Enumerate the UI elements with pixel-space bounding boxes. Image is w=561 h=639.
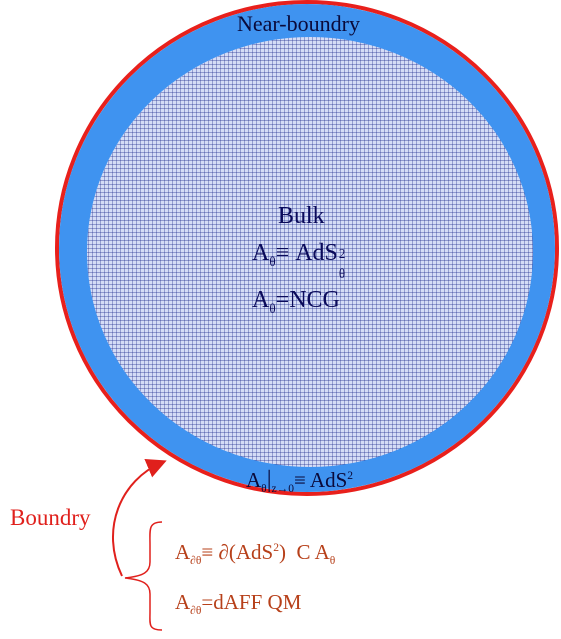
- beq2-rest: =dAFF QM: [201, 590, 302, 614]
- bulk-equation-ncg: Aθ=NCG: [252, 287, 340, 315]
- bulk-equation-ads: Aθ≡ AdS2θ: [252, 240, 346, 280]
- bulk-region: [87, 37, 533, 467]
- limit-bar: |: [266, 467, 272, 493]
- limit-sup: 2: [347, 470, 354, 482]
- boundary-brace: [124, 521, 163, 631]
- near-boundary-label: Near-boundry: [237, 13, 360, 35]
- beq1-mid: ≡ ∂(AdS: [201, 540, 274, 564]
- boundary-limit-equation: Aθ|z→0≡ AdS2: [246, 467, 354, 496]
- eq2-sub: θ: [269, 300, 276, 316]
- eq2-rest: =NCG: [275, 287, 340, 313]
- boundary-text: Boundry: [10, 505, 91, 530]
- bulk-text: Bulk: [278, 203, 325, 229]
- beq1-sup: 2: [273, 542, 280, 554]
- limit-rel: ≡ AdS: [293, 468, 348, 492]
- limit-sub2: z→0: [271, 483, 294, 496]
- beq1-close: ) C A: [279, 540, 330, 564]
- boundary-label: Boundry: [10, 506, 91, 529]
- eq1-rel: ≡ AdS: [275, 240, 338, 266]
- boundary-equation-daff: A∂θ=dAFF QM: [175, 590, 302, 617]
- bulk-label: Bulk: [278, 204, 325, 228]
- beq2-sub: ∂θ: [190, 605, 202, 618]
- beq1-base: A: [175, 540, 191, 564]
- near-boundary-text: Near-boundry: [237, 11, 360, 36]
- beq1-tail-sub: θ: [329, 555, 336, 568]
- limit-base: A: [246, 468, 262, 492]
- beq2-base: A: [175, 590, 191, 614]
- limit-sub1: θ: [261, 483, 267, 496]
- boundary-arrow: [112, 458, 167, 577]
- boundary-equation-derivative: A∂θ≡ ∂(AdS2) C Aθ: [175, 540, 335, 567]
- boundary-ring: [55, 0, 559, 496]
- eq2-base: A: [252, 287, 270, 313]
- eq1-sub: θ: [269, 253, 276, 269]
- eq1-base: A: [252, 240, 270, 266]
- beq1-sub: ∂θ: [190, 555, 202, 568]
